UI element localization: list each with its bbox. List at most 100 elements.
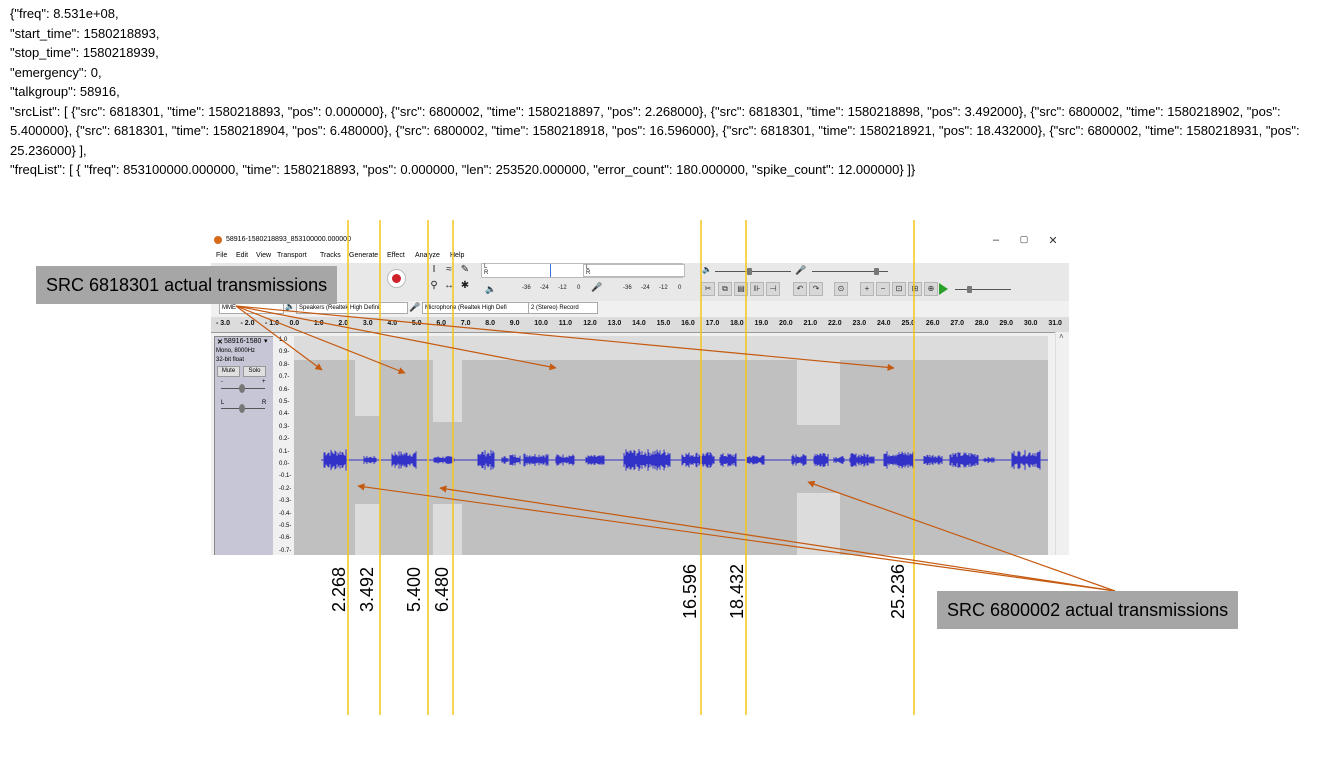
rec-scale-12: -12 bbox=[558, 285, 567, 291]
amplitude-tick: 0.9- bbox=[279, 349, 290, 356]
fit-selection-icon[interactable]: ⊡ bbox=[892, 282, 906, 296]
menu-effect[interactable]: Effect bbox=[387, 252, 405, 259]
ruler-tick: 9.0 bbox=[509, 320, 520, 327]
timeline-ruler[interactable]: - 3.0- 2.0- 1.00.01.02.03.04.05.06.07.08… bbox=[211, 317, 1069, 333]
annotation-arrow bbox=[357, 483, 1116, 592]
selection-tool-icon[interactable]: I bbox=[432, 264, 436, 275]
marker-label-2268: 2.268 bbox=[329, 566, 349, 612]
menu-generate[interactable]: Generate bbox=[349, 252, 379, 259]
amplitude-tick: -0.6- bbox=[279, 535, 292, 542]
redo-icon[interactable]: ↷ bbox=[809, 282, 823, 296]
rec-scale-36: -36 bbox=[522, 285, 531, 291]
waveform-burst bbox=[923, 454, 943, 466]
play-speed-thumb[interactable] bbox=[967, 286, 972, 293]
undo-icon[interactable]: ↶ bbox=[793, 282, 807, 296]
microphone-icon[interactable]: 🎤 bbox=[591, 282, 603, 292]
pan-thumb[interactable] bbox=[239, 404, 245, 413]
marker-label-6480: 6.480 bbox=[432, 566, 452, 612]
amplitude-tick: 1.0 bbox=[279, 337, 288, 343]
track-menu-icon[interactable]: ▾ bbox=[264, 338, 268, 345]
ruler-tick: 21.0 bbox=[803, 320, 818, 327]
timeshift-tool-icon[interactable]: ↔ bbox=[444, 280, 454, 291]
play-scale-24: -24 bbox=[641, 285, 650, 291]
menu-edit[interactable]: Edit bbox=[236, 252, 249, 259]
waveform-burst bbox=[813, 452, 829, 468]
gain-thumb[interactable] bbox=[239, 384, 245, 393]
menu-bar: File Edit View Transport Tracks Generate… bbox=[211, 251, 1069, 263]
envelope-highlight bbox=[797, 360, 840, 425]
track-name[interactable]: 58916-1580 bbox=[224, 338, 262, 345]
envelope-highlight bbox=[355, 360, 380, 416]
waveform-burst bbox=[363, 456, 377, 464]
track-sample-format: 32-bit float bbox=[216, 357, 245, 363]
envelope-tool-icon[interactable]: ≈ bbox=[446, 264, 452, 275]
amplitude-tick: -0.5- bbox=[279, 523, 292, 529]
ruler-tick: - 3.0 bbox=[216, 320, 231, 327]
menu-file[interactable]: File bbox=[216, 252, 228, 259]
zoom-tool-icon[interactable]: ⚲ bbox=[430, 280, 438, 291]
playback-volume-slider[interactable] bbox=[715, 271, 791, 272]
sync-lock-icon[interactable]: ⊙ bbox=[834, 282, 848, 296]
copy-icon[interactable]: ⧉ bbox=[718, 282, 732, 296]
vertical-scrollbar[interactable]: ˄ bbox=[1055, 332, 1069, 555]
zoom-toggle-icon[interactable]: ⊕ bbox=[924, 282, 938, 296]
channels-select[interactable]: 2 (Stereo) Record bbox=[528, 302, 598, 314]
solo-button[interactable]: Solo bbox=[243, 366, 266, 377]
ruler-tick: 25.0 bbox=[901, 320, 916, 327]
draw-tool-icon[interactable]: ✎ bbox=[460, 264, 470, 275]
annotation-arrow bbox=[235, 305, 895, 371]
play-meter[interactable]: L R bbox=[583, 264, 685, 277]
play-speed-slider[interactable] bbox=[955, 289, 1011, 290]
silence-icon[interactable]: ⊣ bbox=[766, 282, 780, 296]
waveform-burst bbox=[983, 457, 995, 463]
audacity-app-icon bbox=[214, 236, 222, 244]
annotation-arrow bbox=[439, 485, 1116, 592]
playback-volume-thumb[interactable] bbox=[747, 268, 752, 275]
maximize-button[interactable]: ▢ bbox=[1019, 234, 1029, 244]
ruler-tick: 11.0 bbox=[558, 320, 572, 327]
gain-minus-label: - bbox=[221, 379, 223, 385]
ruler-tick: - 2.0 bbox=[240, 320, 255, 327]
zoom-out-icon[interactable]: − bbox=[876, 282, 890, 296]
waveform-track[interactable] bbox=[294, 336, 1048, 555]
ruler-tick: 12.0 bbox=[583, 320, 597, 327]
ruler-tick: 14.0 bbox=[632, 320, 646, 327]
amplitude-tick: 0.4- bbox=[279, 411, 290, 418]
ruler-tick: 29.0 bbox=[999, 320, 1013, 327]
scroll-up-icon[interactable]: ˄ bbox=[1059, 332, 1064, 341]
waveform-burst bbox=[883, 451, 915, 469]
speaker-icon[interactable]: 🔈 bbox=[485, 284, 497, 294]
ruler-tick: 28.0 bbox=[974, 320, 989, 327]
ruler-tick: 16.0 bbox=[681, 320, 695, 327]
zoom-in-icon[interactable]: + bbox=[860, 282, 874, 296]
track-format: Mono, 8000Hz bbox=[216, 348, 256, 354]
menu-transport[interactable]: Transport bbox=[277, 252, 307, 259]
waveform-burst bbox=[477, 450, 495, 470]
ruler-tick: 0.0 bbox=[289, 320, 300, 327]
menu-tracks[interactable]: Tracks bbox=[320, 252, 341, 259]
menu-help[interactable]: Help bbox=[450, 252, 465, 259]
envelope-highlight bbox=[433, 360, 462, 422]
multi-tool-icon[interactable]: ✱ bbox=[460, 280, 470, 291]
fit-project-icon[interactable]: ⊞ bbox=[908, 282, 922, 296]
annotation-arrow bbox=[235, 305, 406, 374]
waveform-burst bbox=[719, 453, 737, 467]
clip-upper-band bbox=[294, 336, 1048, 360]
menu-view[interactable]: View bbox=[256, 252, 272, 259]
marker-label-3492: 3.492 bbox=[357, 566, 377, 612]
record-button[interactable] bbox=[387, 269, 406, 288]
record-volume-slider[interactable] bbox=[812, 271, 888, 272]
close-button[interactable]: ✕ bbox=[1048, 235, 1058, 247]
play-at-speed-icon[interactable] bbox=[939, 283, 948, 295]
meter-channel-r-2: R bbox=[586, 270, 591, 276]
record-volume-thumb[interactable] bbox=[874, 268, 879, 275]
amplitude-tick: 0.7- bbox=[279, 374, 290, 381]
minimize-button[interactable]: – bbox=[992, 234, 1000, 246]
mute-button[interactable]: Mute bbox=[217, 366, 240, 377]
track-close-icon[interactable]: ✕ bbox=[217, 339, 223, 346]
marker-label-16596: 16.596 bbox=[680, 563, 700, 619]
marker-label-5400: 5.400 bbox=[404, 566, 424, 612]
paste-icon[interactable]: ▤ bbox=[734, 282, 748, 296]
trim-icon[interactable]: ⊪ bbox=[750, 282, 764, 296]
annotation-arrow bbox=[235, 305, 323, 371]
